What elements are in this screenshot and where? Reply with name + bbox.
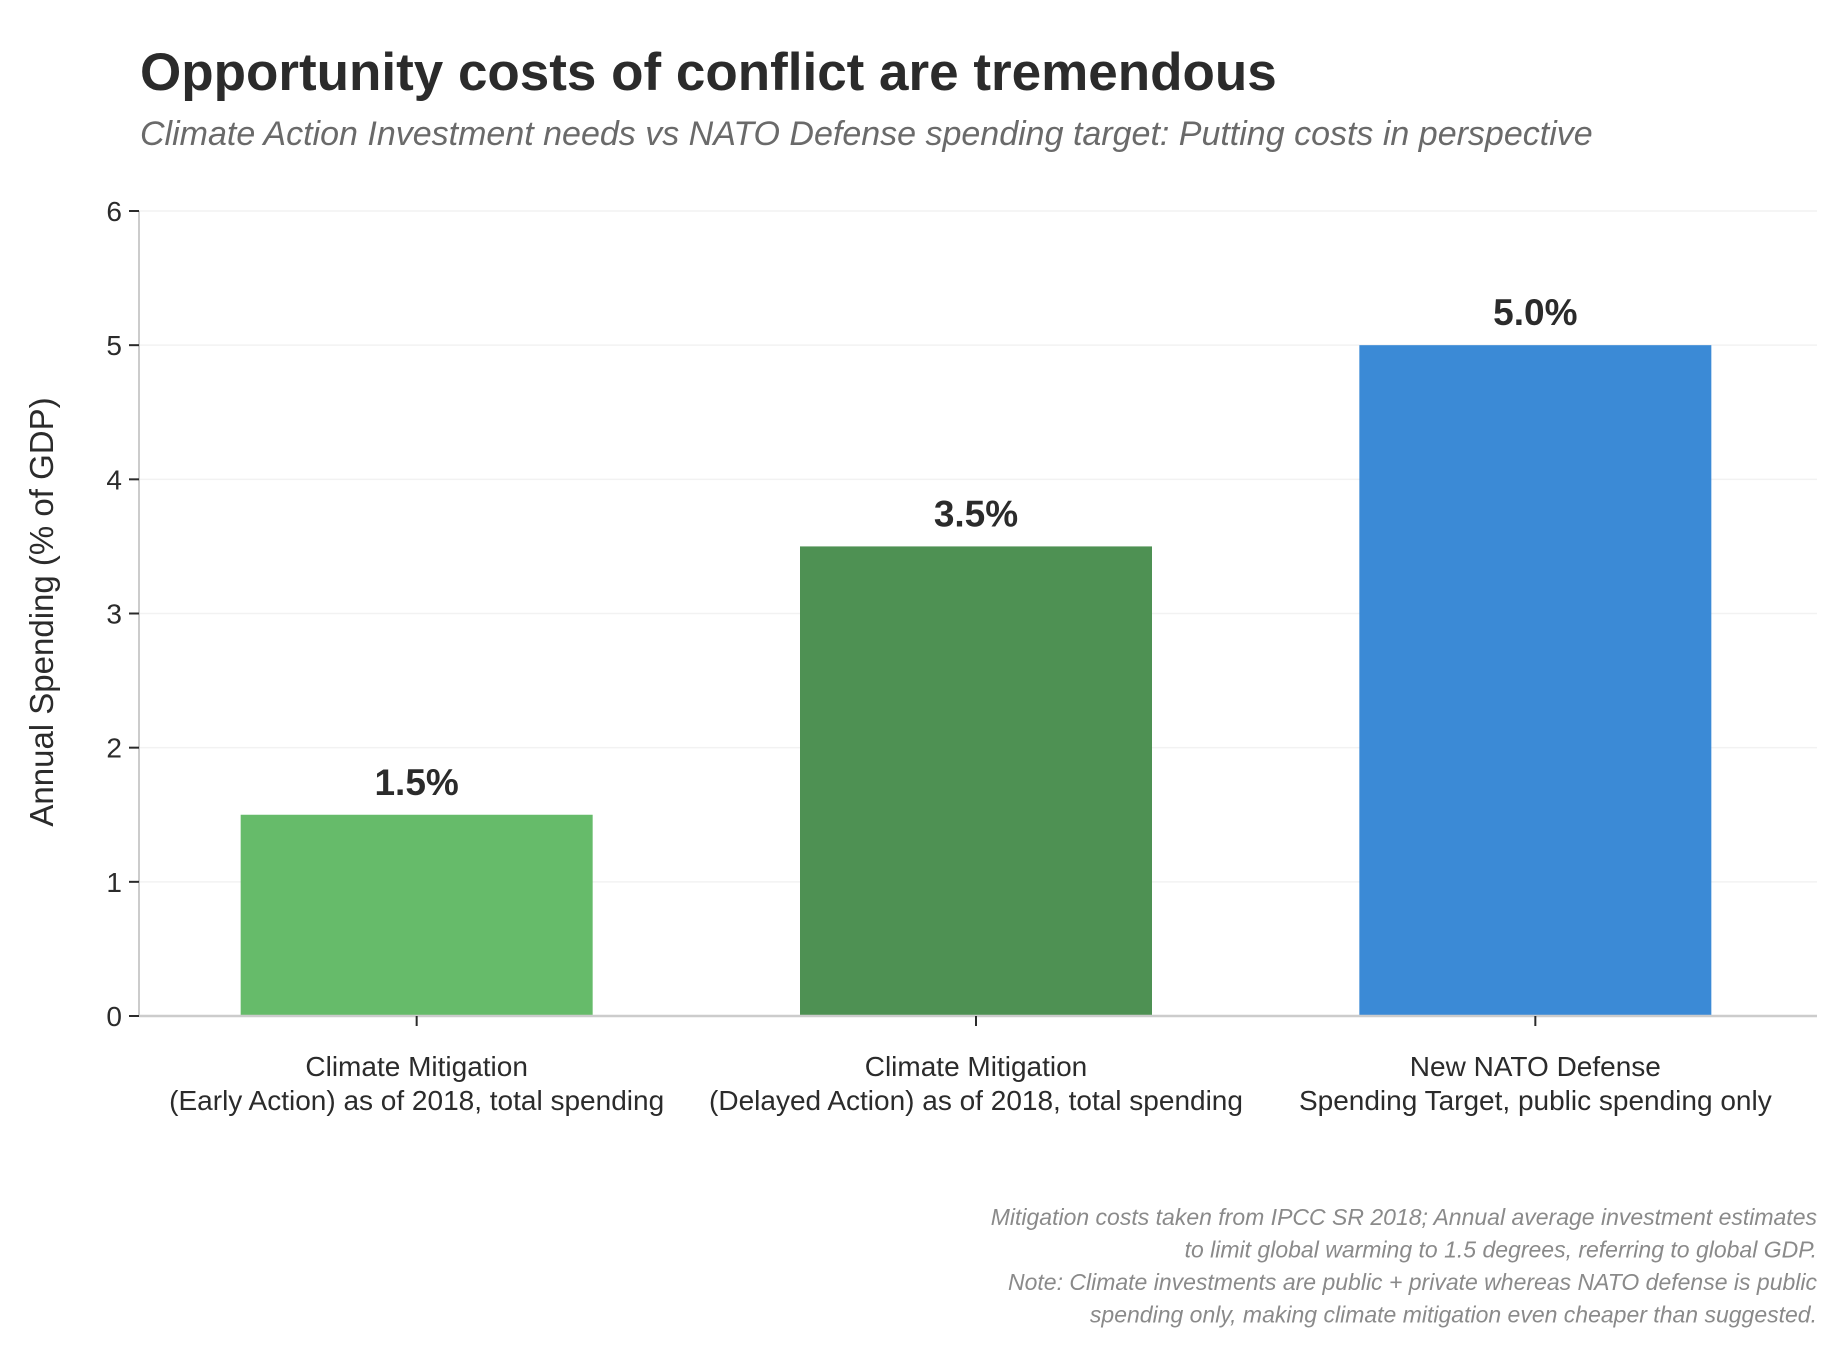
bars [240, 345, 1712, 1017]
chart-subtitle: Climate Action Investment needs vs NATO … [140, 115, 1593, 153]
x-axis-ticks: Climate Mitigation(Early Action) as of 2… [169, 1016, 1772, 1116]
x-tick-label: New NATO Defense [1410, 1051, 1661, 1082]
bar [800, 546, 1152, 1016]
y-tick-label: 5 [106, 330, 122, 361]
footnote-line: Mitigation costs taken from IPCC SR 2018… [991, 1204, 1818, 1230]
footnote-line: spending only, making climate mitigation… [1090, 1302, 1817, 1328]
x-tick-label: Climate Mitigation [865, 1051, 1088, 1082]
y-tick-label: 6 [106, 196, 122, 227]
y-tick-label: 1 [106, 867, 122, 898]
x-tick-label: (Early Action) as of 2018, total spendin… [169, 1085, 664, 1116]
bar-value-labels: 1.5% 3.5% 5.0% [374, 292, 1577, 803]
bar-value-label: 5.0% [1493, 292, 1577, 333]
y-tick-label: 0 [106, 1001, 122, 1032]
bar-value-label: 1.5% [374, 762, 458, 803]
y-axis-label: Annual Spending (% of GDP) [23, 397, 60, 826]
bar [1359, 345, 1712, 1017]
y-axis-ticks: 0 1 2 3 4 5 6 [106, 196, 139, 1032]
bar [240, 814, 593, 1016]
y-tick-label: 3 [106, 599, 122, 630]
bar-value-label: 3.5% [934, 493, 1018, 534]
x-tick-label: Climate Mitigation [305, 1051, 528, 1082]
y-tick-label: 4 [106, 464, 122, 495]
footnote-line: to limit global warming to 1.5 degrees, … [1185, 1237, 1817, 1263]
x-tick-label: (Delayed Action) as of 2018, total spend… [709, 1085, 1243, 1116]
x-tick-label: Spending Target, public spending only [1299, 1085, 1772, 1116]
chart-title: Opportunity costs of conflict are tremen… [140, 43, 1277, 102]
footnote-line: Note: Climate investments are public + p… [1008, 1269, 1817, 1295]
footnote: Mitigation costs taken from IPCC SR 2018… [991, 1204, 1818, 1328]
y-tick-label: 2 [106, 733, 122, 764]
